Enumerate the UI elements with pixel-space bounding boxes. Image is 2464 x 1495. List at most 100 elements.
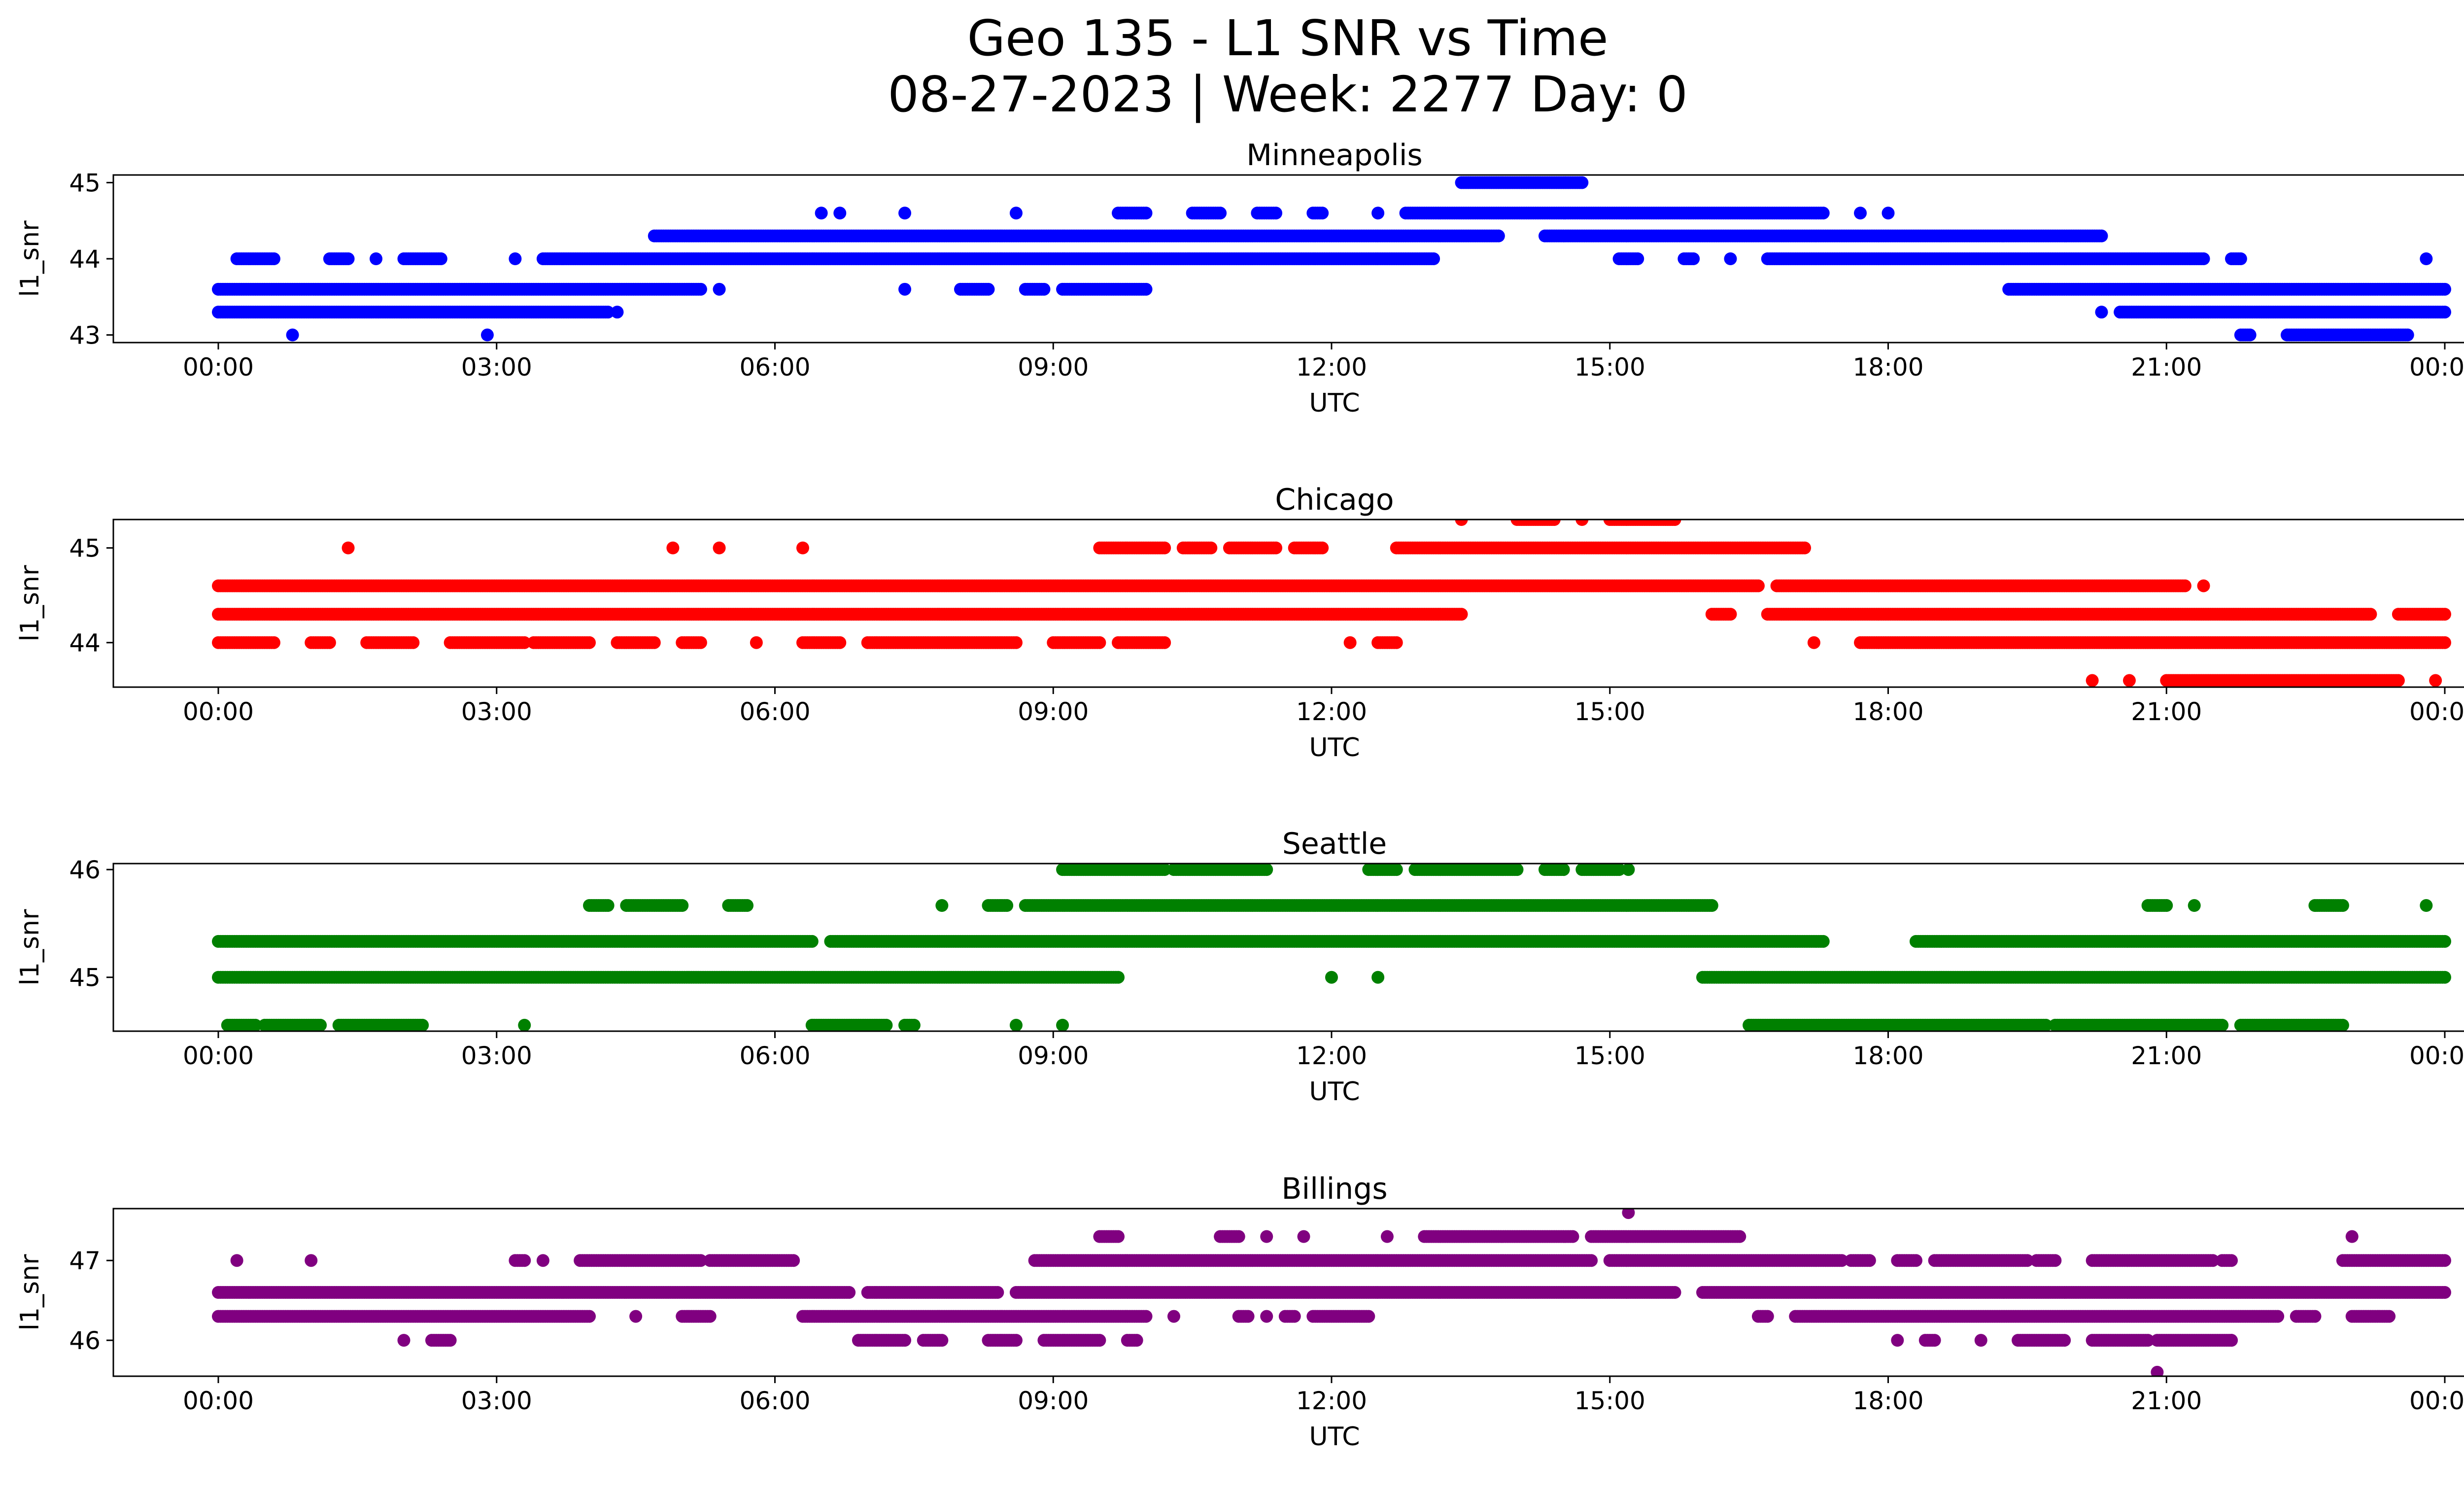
figure-title-line1: Geo 135 - L1 SNR vs Time: [967, 9, 1608, 67]
scatter-point: [666, 541, 680, 555]
scatter-point: [2122, 674, 2136, 687]
scatter-point: [2438, 306, 2451, 319]
scatter-point: [694, 636, 707, 649]
scatter-point: [1214, 207, 1227, 220]
scatter-point: [1037, 282, 1051, 296]
scatter-points: [212, 520, 2451, 687]
scatter-point: [2438, 636, 2451, 649]
scatter-point: [1455, 608, 1468, 621]
scatter-point: [1139, 282, 1153, 296]
scatter-point: [2095, 306, 2108, 319]
scatter-point: [2197, 579, 2210, 592]
scatter-point: [713, 541, 726, 555]
scatter-point: [1390, 636, 1403, 649]
scatter-point: [898, 207, 912, 220]
panel-title: Chicago: [1275, 483, 1394, 517]
scatter-point: [1316, 207, 1329, 220]
x-tick-label: 09:00: [1018, 353, 1089, 382]
x-tick-label: 00:00: [183, 353, 254, 382]
panel-minneapolis: Minneapolis UTC l1_snr 00:00 03:00 06:00 09…: [15, 138, 2464, 418]
scatter-point: [1343, 636, 1357, 649]
scatter-point: [796, 541, 809, 555]
figure-title-line2: 08-27-2023 | Week: 2277 Day: 0: [888, 66, 1687, 123]
scatter-point: [694, 282, 707, 296]
scatter-points: [212, 176, 2451, 342]
scatter-point: [1547, 520, 1561, 526]
scatter-point: [286, 328, 299, 342]
x-tick-label: 03:00: [461, 353, 532, 382]
scatter-point: [1724, 252, 1737, 265]
scatter-point: [1575, 520, 1589, 526]
scatter-point: [1724, 608, 1737, 621]
scatter-point: [601, 306, 615, 319]
scatter-point: [1093, 636, 1106, 649]
scatter-point: [1427, 252, 1440, 265]
x-axis-label: UTC: [1309, 388, 1360, 418]
scatter-point: [267, 252, 280, 265]
scatter-point: [342, 541, 355, 555]
scatter-point: [1009, 636, 1023, 649]
scatter-point: [583, 636, 596, 649]
scatter-point: [2197, 252, 2210, 265]
scatter-point: [342, 252, 355, 265]
scatter-point: [1492, 229, 1505, 243]
scatter-point: [2086, 674, 2099, 687]
scatter-point: [370, 252, 383, 265]
scatter-point: [1668, 520, 1681, 526]
panel-title: Minneapolis: [1246, 138, 1423, 173]
scatter-point: [1316, 541, 1329, 555]
scatter-point: [407, 636, 420, 649]
scatter-point: [1204, 541, 1218, 555]
scatter-point: [1882, 207, 1895, 220]
scatter-point: [1631, 252, 1644, 265]
x-tick-label: 18:00: [1852, 353, 1923, 382]
scatter-point: [2243, 328, 2257, 342]
scatter-point: [1807, 636, 1820, 649]
scatter-point: [480, 328, 494, 342]
scatter-point: [1798, 541, 1812, 555]
scatter-point: [267, 636, 280, 649]
x-tick-label: 06:00: [739, 353, 810, 382]
scatter-point: [2178, 579, 2191, 592]
scatter-point: [833, 636, 847, 649]
scatter-point: [833, 207, 847, 220]
x-tick-label: 12:00: [1296, 353, 1367, 382]
x-axis-label: UTC: [1309, 733, 1360, 763]
scatter-point: [509, 252, 522, 265]
scatter-point: [750, 636, 763, 649]
y-axis-label: l1_snr: [15, 220, 45, 297]
scatter-point: [982, 282, 995, 296]
y-tick-label: 43: [69, 321, 101, 350]
scatter-point: [1687, 252, 1700, 265]
scatter-point: [518, 636, 531, 649]
y-axis-label: l1_snr: [15, 565, 45, 642]
scatter-point: [2364, 608, 2377, 621]
scatter-point: [815, 207, 828, 220]
y-tick-label: 45: [69, 169, 101, 197]
scatter-point: [2420, 252, 2433, 265]
scatter-point: [1269, 541, 1283, 555]
scatter-point: [1158, 636, 1171, 649]
scatter-point: [434, 252, 447, 265]
scatter-point: [1009, 207, 1023, 220]
scatter-point: [2401, 328, 2414, 342]
y-tick-label: 44: [69, 245, 101, 274]
scatter-point: [611, 306, 624, 319]
scatter-point: [1455, 520, 1468, 526]
scatter-point: [898, 282, 912, 296]
panel-chicago: Chicago UTC l1_snr 00:00 03:00 06:00 09:00 1…: [15, 483, 2464, 763]
scatter-point: [1854, 207, 1867, 220]
x-tick-label: 15:00: [1574, 353, 1645, 382]
scatter-point: [2438, 608, 2451, 621]
scatter-point: [1371, 207, 1385, 220]
scatter-point: [2438, 282, 2451, 296]
scatter-point: [648, 636, 661, 649]
scatter-point: [323, 636, 336, 649]
scatter-point: [1139, 207, 1153, 220]
scatter-point: [2234, 252, 2247, 265]
x-tick-label: 21:00: [2131, 353, 2202, 382]
x-tick-label: 00:00: [2409, 353, 2464, 382]
scatter-point: [713, 282, 726, 296]
scatter-point: [1269, 207, 1283, 220]
